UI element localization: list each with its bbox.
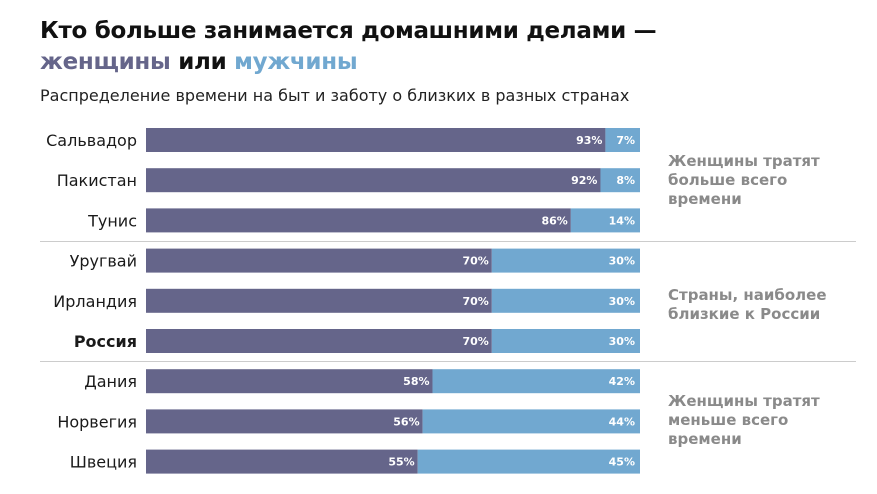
bar-women <box>146 208 571 233</box>
value-label-men: 30% <box>609 295 635 308</box>
value-label-men: 45% <box>609 456 635 469</box>
value-label-men: 30% <box>609 335 635 348</box>
bar-men <box>491 248 640 273</box>
value-label-women: 92% <box>571 174 597 187</box>
bar-men <box>491 288 640 313</box>
group-note-top: Женщины тратят больше всего времени <box>668 152 820 208</box>
group-note-bottom: Женщины тратят меньше всего времени <box>668 392 820 448</box>
legend-or: или <box>178 49 227 75</box>
category-label: Тунис <box>87 211 137 230</box>
category-label: Дания <box>84 372 137 391</box>
bar-women <box>146 128 606 152</box>
category-label: Пакистан <box>57 171 137 190</box>
chart-title-line1: Кто больше занимается домашними делами — <box>40 18 657 44</box>
bar-women <box>146 288 492 313</box>
category-label: Ирландия <box>53 292 137 311</box>
category-label: Россия <box>74 332 137 351</box>
legend-women: женщины <box>40 49 171 75</box>
category-label: Уругвай <box>70 252 137 271</box>
value-label-women: 70% <box>462 295 488 308</box>
bar-men <box>417 449 640 474</box>
chart-title-line2: женщины или мужчины <box>40 49 358 75</box>
bar-women <box>146 409 423 434</box>
value-label-women: 70% <box>462 255 488 268</box>
value-label-men: 30% <box>609 255 635 268</box>
value-label-women: 55% <box>388 456 414 469</box>
value-label-men: 8% <box>616 174 635 187</box>
value-label-women: 93% <box>576 134 602 147</box>
bar-men <box>570 208 640 233</box>
bar-men <box>432 369 640 394</box>
value-label-men: 44% <box>609 415 635 428</box>
category-label: Швеция <box>70 453 137 472</box>
bar-men <box>600 168 640 193</box>
value-label-women: 56% <box>393 415 419 428</box>
bar-women <box>146 248 492 273</box>
bar-women <box>146 369 433 394</box>
bar-men <box>422 409 640 434</box>
value-label-women: 70% <box>462 335 488 348</box>
value-label-men: 7% <box>616 134 635 147</box>
value-label-men: 42% <box>609 375 635 388</box>
bar-women <box>146 449 418 474</box>
bar-men <box>491 329 640 353</box>
chart-subtitle: Распределение времени на быт и заботу о … <box>40 86 630 105</box>
bar-women <box>146 329 492 353</box>
bar-women <box>146 168 601 193</box>
legend-men: мужчины <box>234 49 358 75</box>
category-label: Норвегия <box>57 412 137 431</box>
value-label-women: 86% <box>541 214 567 227</box>
value-label-women: 58% <box>403 375 429 388</box>
category-label: Сальвадор <box>46 131 137 150</box>
value-label-men: 14% <box>609 214 635 227</box>
group-note-middle: Страны, наиболее близкие к России <box>668 286 827 323</box>
bar-men <box>605 128 640 152</box>
